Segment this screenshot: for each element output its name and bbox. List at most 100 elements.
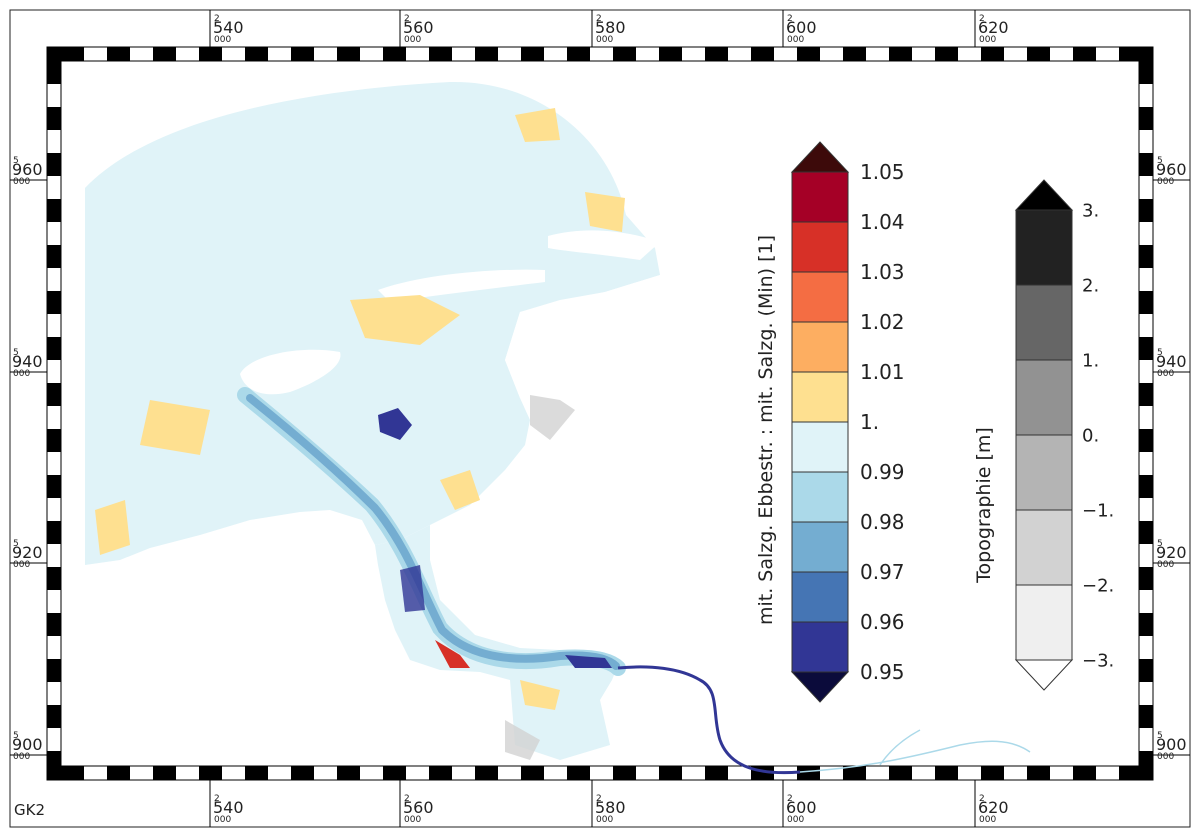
checker-cell	[47, 659, 61, 682]
coord-label-major: 5	[1157, 348, 1163, 358]
legend-tick-label: −1.	[1082, 500, 1114, 521]
island-2	[378, 269, 545, 302]
coord-label-major: 2	[404, 794, 410, 804]
checker-cell	[245, 766, 268, 780]
legend-tick-label: −3.	[1082, 650, 1114, 671]
coord-label-minor: 000	[979, 815, 996, 825]
coord-label-main: 560	[403, 798, 434, 817]
checker-cell	[47, 475, 61, 498]
checker-cell	[61, 766, 84, 780]
tidal-flat-2	[515, 108, 560, 142]
checker-cell	[521, 766, 544, 780]
coord-label-main: 960	[1156, 160, 1187, 179]
checker-corner	[47, 47, 61, 61]
checker-cell	[843, 766, 866, 780]
coord-label-main: 900	[12, 735, 43, 754]
legend-tick-label: 1.02	[860, 310, 905, 334]
land-patch-2	[505, 720, 540, 760]
legend-over-triangle	[790, 141, 850, 173]
checker-cell	[1027, 766, 1050, 780]
checker-cell	[1073, 47, 1096, 61]
checker-cell	[981, 766, 1004, 780]
legend-tick-label: 0.97	[860, 560, 905, 584]
checker-cell	[1139, 245, 1153, 268]
tidal-flat-4	[140, 400, 210, 455]
legend-tick-label: 0.95	[860, 660, 905, 684]
coordinate-labels: 2540000254000025600002560000258000025800…	[10, 10, 1190, 827]
legend-tick-label: 1.03	[860, 260, 905, 284]
coord-label-minor: 000	[979, 35, 996, 45]
coord-label-major: 2	[214, 794, 220, 804]
upstream-tributaries	[799, 729, 1031, 773]
checker-cell	[47, 61, 61, 84]
coord-label-main: 600	[786, 798, 817, 817]
checker-cell	[429, 766, 452, 780]
checker-cell	[1139, 199, 1153, 222]
legend-tick-label: 1.01	[860, 360, 905, 384]
checker-cell	[47, 521, 61, 544]
coord-label-major: 2	[404, 14, 410, 24]
legend-tick-label: 3.	[1082, 200, 1099, 221]
checker-cell	[245, 47, 268, 61]
checker-cell	[1027, 47, 1050, 61]
tidal-flat-6	[95, 500, 130, 555]
main-channel-mid	[246, 394, 620, 670]
legend-swatch	[1015, 284, 1073, 361]
checker-cell	[1139, 429, 1153, 452]
coord-label-major: 2	[214, 14, 220, 24]
checker-corner	[1139, 766, 1153, 780]
map-content	[85, 81, 1031, 775]
checker-cell	[1139, 613, 1153, 636]
legend-swatch	[1015, 584, 1073, 661]
checker-cell	[1139, 475, 1153, 498]
checker-cell	[291, 47, 314, 61]
coord-label-major: 5	[1157, 539, 1163, 549]
checker-cell	[153, 47, 176, 61]
checker-cell	[843, 47, 866, 61]
coord-label-minor: 000	[13, 369, 30, 379]
coord-label-major: 2	[979, 794, 985, 804]
checker-cell	[889, 47, 912, 61]
coord-label-minor: 000	[214, 815, 231, 825]
coord-label-main: 600	[786, 18, 817, 37]
coord-label-main: 560	[403, 18, 434, 37]
checker-cell	[1139, 61, 1153, 84]
checker-cell	[1139, 383, 1153, 406]
coord-label-main: 540	[213, 798, 244, 817]
coord-label-minor: 000	[404, 815, 421, 825]
coord-label-main: 620	[978, 18, 1009, 37]
legend-tick-label: 0.99	[860, 460, 905, 484]
checker-cell	[889, 766, 912, 780]
river-channel	[375, 525, 620, 760]
checker-cell	[1119, 47, 1142, 61]
dark-shoal-2	[400, 565, 425, 612]
legend-swatch	[791, 371, 849, 423]
coord-label-minor: 000	[1157, 369, 1174, 379]
coord-label-main: 920	[1156, 543, 1187, 562]
coord-label-main: 940	[1156, 352, 1187, 371]
ratio-legend-title: mit. Salzg. Ebbestr. : mit. Salzg. (Min)…	[755, 235, 777, 625]
high-ratio-patch	[435, 640, 470, 668]
coord-label-major: 2	[787, 794, 793, 804]
upstream-river	[617, 665, 801, 775]
checker-corner	[1139, 47, 1153, 61]
coord-label-major: 2	[596, 14, 602, 24]
outer-frame	[9, 9, 1191, 828]
tidal-flat-3	[350, 295, 460, 345]
legend-swatch	[791, 221, 849, 273]
tidal-flat-5	[440, 470, 480, 510]
coord-label-main: 540	[213, 18, 244, 37]
checker-cell	[567, 47, 590, 61]
coord-label-major: 2	[979, 14, 985, 24]
legend-swatch	[791, 421, 849, 473]
checker-cell	[751, 47, 774, 61]
coord-label-minor: 000	[1157, 752, 1174, 762]
crs-label: GK2	[14, 801, 45, 819]
legend-swatch	[791, 471, 849, 523]
checker-cell	[475, 47, 498, 61]
legend-swatch	[791, 321, 849, 373]
coord-label-main: 960	[12, 160, 43, 179]
legend-swatch	[791, 271, 849, 323]
island-1	[240, 349, 341, 395]
